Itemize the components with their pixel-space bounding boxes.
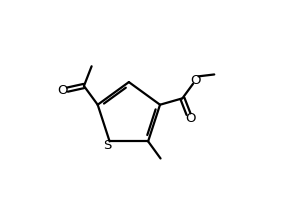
Text: S: S [103,139,111,152]
Text: O: O [58,84,68,97]
Text: O: O [185,112,195,125]
Text: O: O [190,74,201,87]
